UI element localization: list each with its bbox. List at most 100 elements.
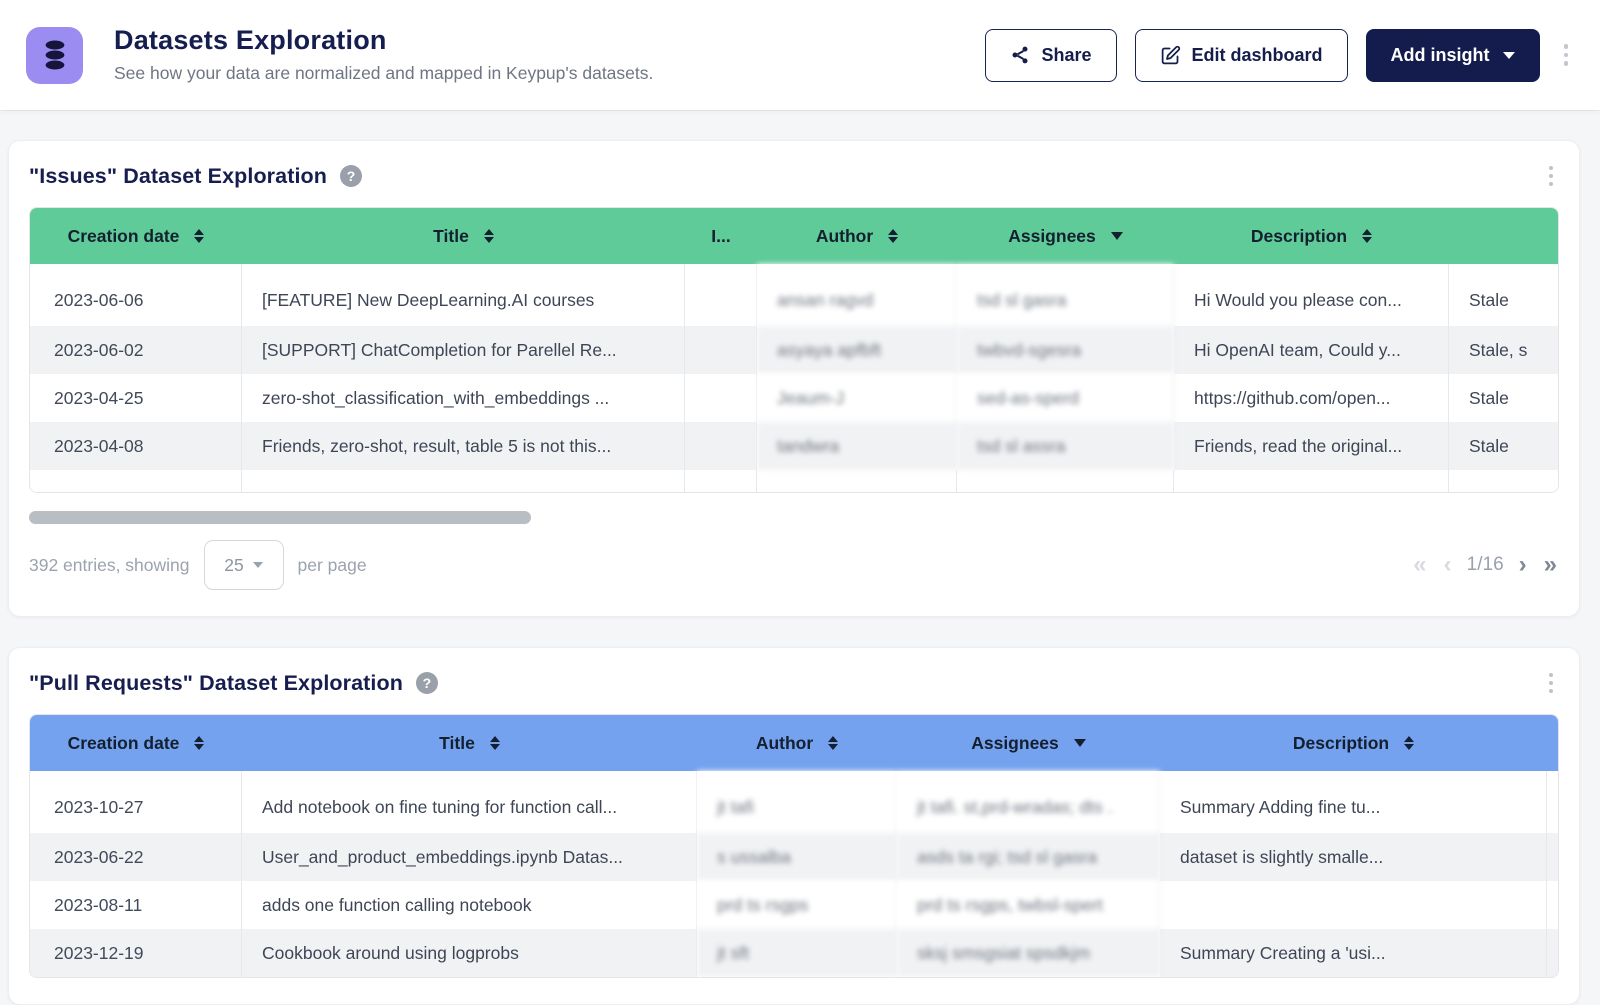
assignees-cell-redacted: prd ts rsgps, twbsl-spert (897, 881, 1160, 929)
caret-down-icon (252, 562, 263, 568)
sort-icon (1362, 228, 1373, 244)
edit-icon (1160, 45, 1181, 66)
page-title: Datasets Exploration (114, 25, 387, 56)
column-header-labels[interactable] (1547, 715, 1558, 771)
assignees-cell-redacted: asds ta rgi; tsd sl gasra (897, 833, 1160, 881)
issues-kebab-menu[interactable] (1543, 160, 1559, 192)
table-row: 2023-04-08 Friends, zero-shot, result, t… (30, 422, 1558, 470)
table-row: 2023-12-19 Cookbook around using logprob… (30, 929, 1558, 977)
help-icon[interactable] (340, 165, 363, 187)
edit-dashboard-button-label: Edit dashboard (1191, 44, 1323, 65)
column-header-description[interactable]: Description (1160, 715, 1547, 771)
table-row: 2023-06-22 User_and_product_embeddings.i… (30, 833, 1558, 881)
column-header-creation-date[interactable]: Creation date (30, 208, 242, 264)
issue-cell (685, 374, 757, 422)
table-row: 2023-04-25 zero-shot_classification_with… (30, 374, 1558, 422)
author-cell-redacted: jt tafi (697, 771, 897, 833)
title-block: Datasets Exploration See how your data a… (114, 25, 653, 84)
author-cell-redacted: tandwra (757, 422, 957, 470)
description-cell: Hi Would you please con... (1174, 264, 1449, 326)
pull-requests-table: Creation date Title Author Assignees Des… (30, 715, 1558, 977)
creation-date-cell: 2023-06-22 (30, 833, 242, 881)
edit-dashboard-button[interactable]: Edit dashboard (1134, 28, 1348, 82)
column-header-labels[interactable] (1449, 208, 1558, 264)
page-indicator: 1/16 (1466, 554, 1504, 575)
pull-requests-card-title: "Pull Requests" Dataset Exploration (29, 670, 403, 695)
topbar-kebab-menu[interactable] (1558, 38, 1575, 72)
topbar-actions: Share Edit dashboard Add insight (985, 28, 1575, 82)
author-cell-redacted: ansan ragvd (757, 264, 957, 326)
help-icon[interactable] (415, 672, 438, 694)
column-header-issue[interactable]: I... (685, 208, 757, 264)
horizontal-scrollbar-thumb[interactable] (29, 511, 531, 524)
next-page-button[interactable]: › (1518, 551, 1527, 578)
per-page-value: 25 (224, 554, 244, 575)
issues-card-footer: 392 entries, showing 25 per page « ‹ 1/1… (29, 540, 1559, 590)
creation-date-cell: 2023-04-25 (30, 374, 242, 422)
column-header-title[interactable]: Title (242, 208, 685, 264)
author-cell-redacted: Jeaum-J (757, 374, 957, 422)
table-row: 2023-06-02 [SUPPORT] ChatCompletion for … (30, 326, 1558, 374)
issues-card: "Issues" Dataset Exploration Creation da… (8, 140, 1580, 617)
pull-requests-header-row: Creation date Title Author Assignees Des… (30, 715, 1558, 771)
issue-cell (685, 422, 757, 470)
pull-requests-card-header: "Pull Requests" Dataset Exploration (29, 666, 1559, 700)
creation-date-cell: 2023-12-19 (30, 929, 242, 977)
column-header-title[interactable]: Title (242, 715, 697, 771)
topbar: Datasets Exploration See how your data a… (0, 0, 1600, 110)
sort-icon (194, 735, 205, 751)
column-header-author[interactable]: Author (757, 208, 957, 264)
author-cell-redacted: asyaya apfbft (757, 326, 957, 374)
database-icon (40, 38, 70, 72)
first-page-button[interactable]: « (1413, 551, 1427, 578)
sort-icon (489, 735, 500, 751)
sort-icon (828, 735, 839, 751)
share-button-label: Share (1041, 44, 1092, 65)
add-insight-button[interactable]: Add insight (1365, 28, 1540, 82)
labels-cell (1547, 929, 1558, 977)
caret-down-icon (1502, 51, 1515, 59)
title-cell: [SUPPORT] ChatCompletion for Parellel Re… (242, 326, 685, 374)
description-cell: Summary Adding fine tu... (1160, 771, 1547, 833)
previous-page-button[interactable]: ‹ (1443, 551, 1452, 578)
per-page-suffix: per page (297, 554, 367, 575)
labels-cell (1547, 771, 1558, 833)
sort-desc-icon (1110, 232, 1123, 240)
last-page-button[interactable]: » (1543, 551, 1557, 578)
column-header-creation-date[interactable]: Creation date (30, 715, 242, 771)
description-cell: Friends, read the original... (1174, 422, 1449, 470)
pull-requests-table-container: Creation date Title Author Assignees Des… (29, 714, 1559, 978)
per-page-select[interactable]: 25 (203, 540, 284, 590)
sort-icon (483, 228, 494, 244)
column-header-assignees[interactable]: Assignees (957, 208, 1174, 264)
pull-requests-card: "Pull Requests" Dataset Exploration Crea… (8, 647, 1580, 1005)
assignees-cell-redacted: twbvd-sgesra (957, 326, 1174, 374)
assignees-cell-redacted: tsd sl gasra (957, 264, 1174, 326)
issues-card-title: "Issues" Dataset Exploration (29, 163, 328, 188)
creation-date-cell: 2023-06-02 (30, 326, 242, 374)
creation-date-cell: 2023-08-11 (30, 881, 242, 929)
table-row: 2023-10-27 Add notebook on fine tuning f… (30, 771, 1558, 833)
assignees-cell-redacted: jt tafi. st,prd-wradas; dts . (897, 771, 1160, 833)
title-cell: zero-shot_classification_with_embeddings… (242, 374, 685, 422)
sort-icon (888, 228, 899, 244)
labels-cell: Stale (1449, 422, 1558, 470)
share-button[interactable]: Share (985, 28, 1117, 82)
column-header-author[interactable]: Author (697, 715, 897, 771)
app-logo (26, 26, 83, 84)
column-header-description[interactable]: Description (1174, 208, 1449, 264)
description-cell: dataset is slightly smalle... (1160, 833, 1547, 881)
author-cell-redacted: jt sft (697, 929, 897, 977)
pull-requests-kebab-menu[interactable] (1543, 667, 1559, 699)
sort-icon (194, 228, 205, 244)
labels-cell (1547, 881, 1558, 929)
add-insight-button-label: Add insight (1390, 44, 1490, 65)
description-cell: Hi OpenAI team, Could y... (1174, 326, 1449, 374)
title-cell: [FEATURE] New DeepLearning.AI courses (242, 264, 685, 326)
sort-desc-icon (1073, 739, 1086, 747)
entries-count-text: 392 entries, showing (29, 554, 190, 575)
creation-date-cell: 2023-04-08 (30, 422, 242, 470)
creation-date-cell: 2023-06-06 (30, 264, 242, 326)
labels-cell: Stale (1449, 264, 1558, 326)
column-header-assignees[interactable]: Assignees (897, 715, 1160, 771)
